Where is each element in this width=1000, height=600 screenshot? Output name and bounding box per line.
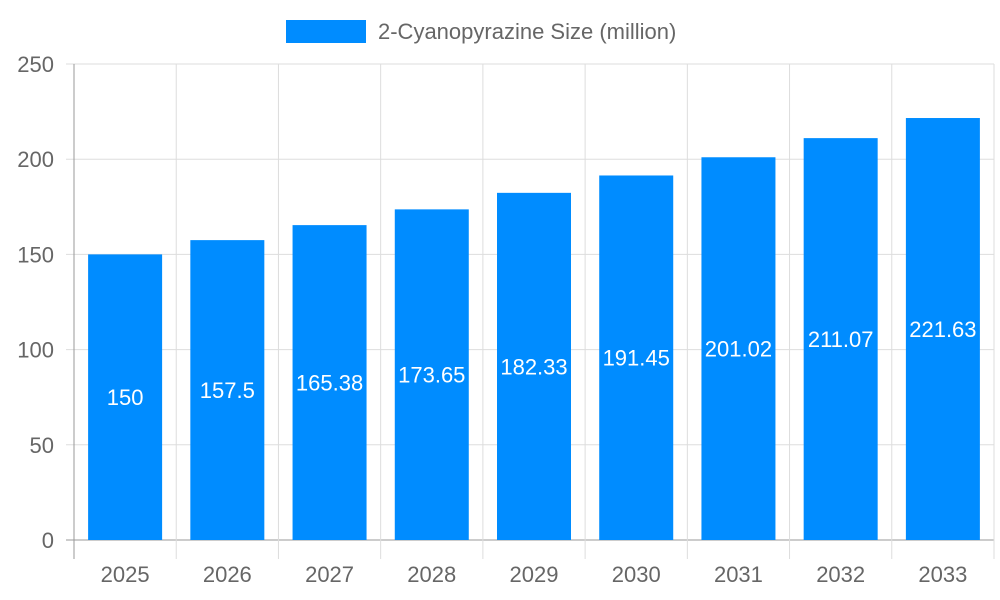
y-tick-label: 200 (17, 147, 54, 172)
data-label: 201.02 (705, 337, 772, 362)
bar (905, 118, 980, 540)
x-tick-label: 2029 (510, 562, 559, 587)
bar (394, 209, 469, 540)
x-tick-label: 2031 (714, 562, 763, 587)
y-tick-label: 0 (42, 528, 54, 553)
bar (497, 192, 571, 540)
data-label: 182.33 (500, 354, 567, 379)
bar (599, 175, 674, 541)
y-tick-label: 250 (17, 52, 54, 77)
data-label: 150 (107, 385, 144, 410)
legend-swatch (286, 20, 366, 43)
y-tick-label: 100 (17, 338, 54, 363)
data-label: 173.65 (398, 363, 465, 388)
bar (190, 240, 265, 540)
x-tick-label: 2030 (612, 562, 661, 587)
bar (88, 254, 163, 540)
bar (701, 157, 776, 540)
grid (66, 63, 995, 559)
legend-label: 2-Cyanopyrazine Size (million) (378, 19, 676, 44)
legend: 2-Cyanopyrazine Size (million) (286, 19, 676, 44)
y-tick-label: 50 (30, 433, 54, 458)
data-label: 157.5 (200, 378, 255, 403)
bar (803, 138, 878, 540)
data-label: 165.38 (296, 371, 363, 396)
y-tick-label: 150 (17, 242, 54, 267)
x-tick-label: 2032 (816, 562, 865, 587)
x-tick-label: 2026 (203, 562, 252, 587)
x-tick-label: 2027 (305, 562, 354, 587)
data-label: 211.07 (808, 327, 874, 352)
data-label: 191.45 (603, 346, 670, 371)
x-tick-label: 2028 (407, 562, 456, 587)
axes: 0 50 100 150 200 250 2025 2026 2027 2028 2029 2030 2… (17, 52, 967, 587)
x-tick-label: 2025 (101, 562, 150, 587)
bars: 150 157.5 165.38 173.65 182.33 191.45 201.02 21… (88, 118, 980, 541)
bar (292, 225, 367, 540)
x-tick-label: 2033 (918, 562, 967, 587)
data-label: 221.63 (909, 317, 976, 342)
